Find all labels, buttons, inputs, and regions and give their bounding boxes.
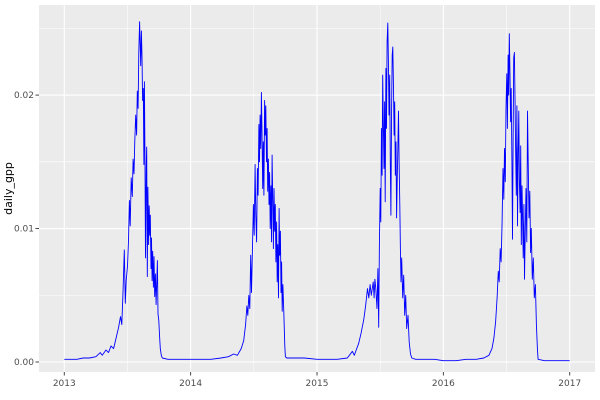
x-tick-label: 2014	[179, 379, 202, 389]
x-tick-label: 2013	[53, 379, 76, 389]
x-tick-label: 2016	[432, 379, 455, 389]
y-tick-label: 0.02	[14, 91, 34, 101]
gridline-layer	[39, 5, 595, 372]
axis-layer: 2013 2014 2015 2016 2017 0.00 0.01 0.02	[14, 91, 581, 389]
y-tick-label: 0.00	[14, 358, 34, 368]
x-tick-label: 2015	[306, 379, 329, 389]
x-tick-label: 2017	[558, 379, 581, 389]
data-line-layer	[64, 21, 570, 362]
y-tick-label: 0.01	[14, 225, 34, 235]
gpp-line	[64, 21, 570, 362]
y-axis-title: daily_gpp	[2, 162, 15, 215]
